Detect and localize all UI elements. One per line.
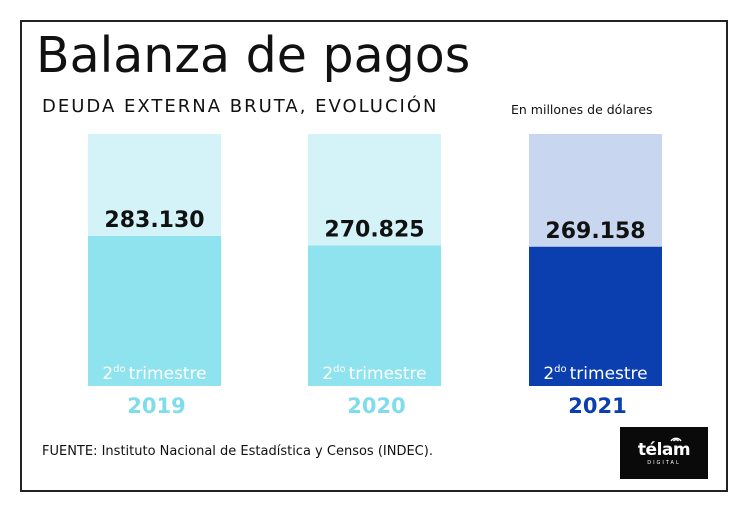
period-label: 2do trimestre xyxy=(102,364,206,384)
category-label: 2021 xyxy=(568,394,626,418)
chart-frame xyxy=(20,20,728,492)
logo-text: télam xyxy=(637,439,691,460)
category-label: 2020 xyxy=(347,394,405,418)
data-label: 270.825 xyxy=(324,218,424,243)
source-note: FUENTE: Instituto Nacional de Estadístic… xyxy=(42,444,433,459)
telam-logo: télam DIGITAL xyxy=(620,427,708,479)
logo-subtext: DIGITAL xyxy=(647,459,681,466)
bar xyxy=(308,245,441,386)
period-label: 2do trimestre xyxy=(543,364,647,384)
chart-title: Balanza de pagos xyxy=(36,27,471,84)
units-label: En millones de dólares xyxy=(511,102,653,117)
data-label: 283.130 xyxy=(104,208,204,233)
chart-subtitle: DEUDA EXTERNA BRUTA, EVOLUCIÓN xyxy=(42,96,439,117)
data-label: 269.158 xyxy=(545,219,645,244)
signal-icon xyxy=(670,437,682,442)
bar xyxy=(529,246,662,386)
category-label: 2019 xyxy=(127,394,185,418)
bar xyxy=(88,236,221,386)
period-label: 2do trimestre xyxy=(322,364,426,384)
